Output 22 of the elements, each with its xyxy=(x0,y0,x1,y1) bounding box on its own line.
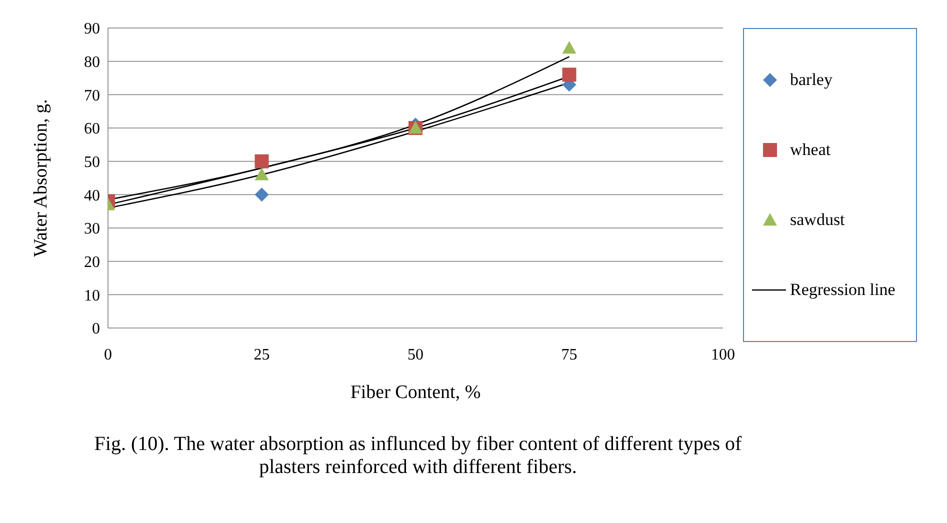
y-tick-label: 0 xyxy=(92,320,100,338)
legend-label: barley xyxy=(790,70,832,90)
x-tick-label: 25 xyxy=(254,346,270,364)
legend-label: Regression line xyxy=(790,280,896,300)
y-tick-label: 40 xyxy=(84,187,100,204)
y-tick-label: 70 xyxy=(84,87,100,104)
x-tick-label: 50 xyxy=(408,346,424,364)
y-tick-label: 80 xyxy=(84,54,100,72)
y-tick-label: 60 xyxy=(84,120,100,138)
x-tick-label: 100 xyxy=(711,346,735,364)
y-axis-title: Water Absorption, g. xyxy=(30,99,52,257)
x-axis-title: Fiber Content, % xyxy=(350,382,481,403)
y-tick-label: 90 xyxy=(84,20,100,38)
y-tick-label: 30 xyxy=(84,220,100,238)
y-tick-label: 10 xyxy=(84,287,100,304)
legend-label: wheat xyxy=(790,140,831,160)
legend-label: sawdust xyxy=(790,210,845,230)
x-tick-label: 0 xyxy=(104,346,112,364)
x-tick-label: 75 xyxy=(561,346,578,364)
y-tick-label: 50 xyxy=(84,154,100,172)
y-tick-label: 20 xyxy=(84,254,100,272)
text: Fig. (10). The water absorption as influnced by fiber content of different types of plasters reinforced with different fibers. xyxy=(93,433,743,479)
